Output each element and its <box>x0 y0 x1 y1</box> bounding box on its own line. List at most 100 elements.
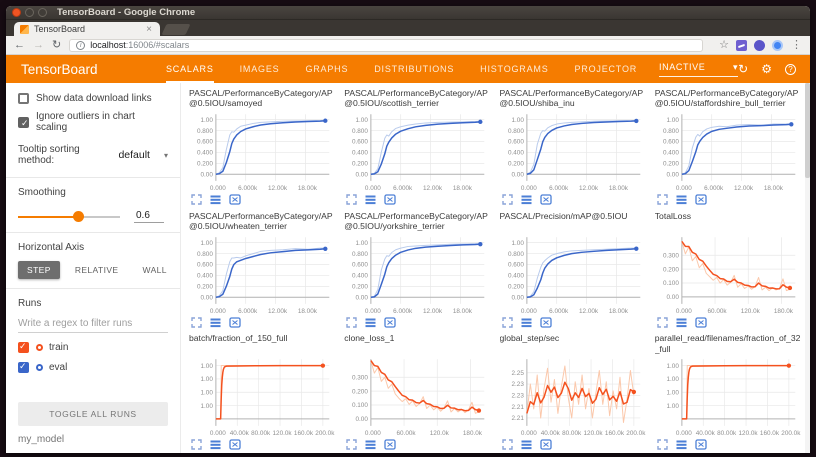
slider-knob[interactable] <box>73 211 85 222</box>
chart-plot[interactable]: 0.00 0.200 0.400 0.600 0.800 1.00 0.000 6.000k 1… <box>189 232 336 316</box>
expand-chart-icon[interactable] <box>657 439 668 451</box>
expand-chart-icon[interactable] <box>191 316 202 328</box>
fit-domain-icon[interactable] <box>539 317 552 328</box>
browser-tab[interactable]: TensorBoard × <box>14 22 160 36</box>
fit-domain-icon[interactable] <box>229 439 241 450</box>
tooltip-sorting-label: Tooltip sorting method: <box>18 144 80 166</box>
expand-chart-icon[interactable] <box>501 194 513 205</box>
window-maximize-button[interactable] <box>38 8 47 17</box>
extension-icon-3[interactable] <box>772 39 783 51</box>
axis-button-relative[interactable]: RELATIVE <box>74 265 119 275</box>
new-tab-button[interactable] <box>161 24 191 35</box>
expand-chart-icon[interactable] <box>346 194 357 205</box>
axis-button-wall[interactable]: WALL <box>142 265 167 275</box>
axis-button-step[interactable]: STEP <box>18 261 60 279</box>
tab-close-icon[interactable]: × <box>146 23 152 35</box>
run-selector-icon[interactable] <box>210 194 221 205</box>
fit-domain-icon[interactable] <box>384 317 396 328</box>
help-icon[interactable]: ? <box>785 63 796 75</box>
run-selector-icon[interactable] <box>210 317 221 328</box>
fit-domain-icon[interactable] <box>384 439 396 450</box>
expand-chart-icon[interactable] <box>501 439 513 451</box>
run-selector-icon[interactable] <box>365 317 376 328</box>
forward-button[interactable]: → <box>33 38 44 51</box>
tab-distributions[interactable]: DISTRIBUTIONS <box>374 64 455 74</box>
fit-domain-icon[interactable] <box>229 194 241 205</box>
fit-domain-icon[interactable] <box>229 317 241 328</box>
tooltip-sorting-select[interactable]: default <box>118 149 150 161</box>
expand-chart-icon[interactable] <box>501 316 513 328</box>
toggle-all-runs-button[interactable]: TOGGLE ALL RUNS <box>18 402 168 426</box>
smoothing-value-input[interactable]: 0.6 <box>134 210 164 223</box>
scrollbar[interactable] <box>805 83 810 453</box>
run-row-eval[interactable]: eval <box>18 361 168 373</box>
tab-histograms[interactable]: HISTOGRAMS <box>480 64 549 74</box>
chart-plot[interactable]: 0.00 0.200 0.400 0.600 0.800 1.00 0.000 6.000k 1… <box>500 109 647 193</box>
fit-domain-icon[interactable] <box>695 317 707 328</box>
reload-button[interactable]: ↻ <box>52 38 62 51</box>
svg-text:1.00: 1.00 <box>666 363 679 370</box>
extension-icon-1[interactable] <box>736 39 747 51</box>
run-selector-icon[interactable] <box>521 194 532 205</box>
page-info-icon[interactable]: i <box>76 40 86 50</box>
run-selector-icon[interactable] <box>365 439 376 450</box>
run-selector-icon[interactable] <box>365 194 376 205</box>
chart-plot[interactable]: 0.00 0.100 0.200 0.300 0.000 60.00k 120.0k 180.… <box>344 354 491 438</box>
settings-gear-icon[interactable]: ⚙ <box>761 62 772 76</box>
checkbox-ignore-outliers[interactable]: Ignore outliers in chart scaling <box>18 111 168 133</box>
chart-plot[interactable]: 0.00 0.200 0.400 0.600 0.800 1.00 0.000 6.000k 1… <box>344 109 491 193</box>
window-minimize-button[interactable] <box>25 8 34 17</box>
run-selector-icon[interactable] <box>521 317 532 328</box>
run-selector-icon[interactable] <box>676 317 687 328</box>
chart-plot[interactable]: 2.21 2.21 2.23 2.23 2.25 0.000 40.00k 80.00k 120… <box>500 354 647 438</box>
expand-chart-icon[interactable] <box>346 316 357 328</box>
run-selector-icon[interactable] <box>676 439 687 450</box>
fit-domain-icon[interactable] <box>384 194 396 205</box>
expand-chart-icon[interactable] <box>657 194 668 205</box>
chart-plot[interactable]: 0.00 0.200 0.400 0.600 0.800 1.00 0.000 6.000k 1… <box>500 232 647 316</box>
svg-text:12.00k: 12.00k <box>268 307 288 314</box>
expand-chart-icon[interactable] <box>191 194 202 205</box>
tab-graphs[interactable]: GRAPHS <box>305 64 349 74</box>
inactive-plugins-dropdown[interactable]: INACTIVE ▾ <box>659 62 739 77</box>
extension-icon-2[interactable] <box>754 39 765 51</box>
fit-domain-icon[interactable] <box>695 194 707 205</box>
bookmark-star-icon[interactable]: ☆ <box>719 38 729 51</box>
expand-chart-icon[interactable] <box>191 439 202 451</box>
chart-plot[interactable]: 0.00 0.100 0.200 0.300 0.000 60.00k 120.0k 180.… <box>655 232 802 316</box>
expand-chart-icon[interactable] <box>346 439 357 451</box>
tab-images[interactable]: IMAGES <box>239 64 280 74</box>
browser-menu-icon[interactable]: ⋮ <box>791 38 802 51</box>
runs-filter-input[interactable] <box>18 315 168 333</box>
svg-text:0.000: 0.000 <box>365 185 381 192</box>
window-close-button[interactable] <box>12 8 21 17</box>
tab-scalars[interactable]: SCALARS <box>166 55 214 83</box>
svg-text:12.00k: 12.00k <box>579 307 599 314</box>
checkbox-box[interactable] <box>18 93 29 104</box>
chart-plot[interactable]: 0.00 0.200 0.400 0.600 0.800 1.00 0.000 6.000k 1… <box>655 109 802 193</box>
window-title: TensorBoard - Google Chrome <box>57 7 196 18</box>
url-path: :16006/#scalars <box>125 40 190 50</box>
smoothing-slider[interactable] <box>18 211 120 222</box>
scrollbar-thumb[interactable] <box>805 83 810 178</box>
checkbox-show-download-links[interactable]: Show data download links <box>18 93 168 104</box>
fit-domain-icon[interactable] <box>539 194 552 205</box>
run-selector-icon[interactable] <box>676 194 687 205</box>
chart-plot[interactable]: 0.00 0.200 0.400 0.600 0.800 1.00 0.000 6.000k 1… <box>189 109 336 193</box>
checkbox-box[interactable] <box>18 116 29 129</box>
run-selector-icon[interactable] <box>521 439 532 450</box>
back-button[interactable]: ← <box>14 38 25 51</box>
run-checkbox[interactable] <box>18 361 29 373</box>
chart-plot[interactable]: 1.001.001.001.000.000 40.00k 80.00k 120.0k 1… <box>655 354 802 438</box>
chart-plot[interactable]: 1.001.001.001.000.000 40.00k 80.00k 120.0k 1… <box>189 354 336 438</box>
run-checkbox[interactable] <box>18 341 29 353</box>
fit-domain-icon[interactable] <box>539 439 552 450</box>
refresh-icon[interactable]: ↻ <box>738 62 749 76</box>
expand-chart-icon[interactable] <box>657 316 668 328</box>
run-selector-icon[interactable] <box>210 439 221 450</box>
address-bar[interactable]: i localhost :16006/#scalars <box>69 38 704 52</box>
tab-projector[interactable]: PROJECTOR <box>574 64 638 74</box>
fit-domain-icon[interactable] <box>695 439 707 450</box>
run-row-train[interactable]: train <box>18 341 168 353</box>
chart-plot[interactable]: 0.00 0.200 0.400 0.600 0.800 1.00 0.000 6.000k 1… <box>344 232 491 316</box>
